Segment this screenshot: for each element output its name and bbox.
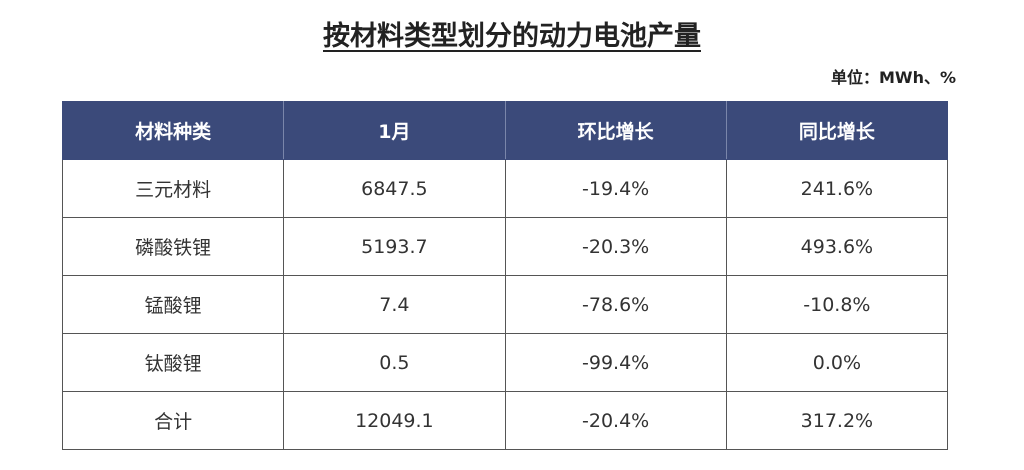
table-cell: 317.2%	[725, 391, 949, 450]
table-cell: -20.4%	[504, 391, 727, 450]
table-cell: 钛酸锂	[61, 333, 285, 392]
title-text: 按材料类型划分的动力电池产量	[323, 21, 701, 52]
table-cell: 合计	[61, 391, 285, 450]
table-header-row: 材料种类 1月 环比增长 同比增长	[61, 101, 949, 160]
table-cell: -19.4%	[504, 159, 727, 218]
table-cell: -99.4%	[504, 333, 727, 392]
table-cell: 5193.7	[283, 217, 506, 276]
table-cell: 241.6%	[725, 159, 949, 218]
table-cell: 7.4	[283, 275, 506, 334]
column-header: 环比增长	[504, 101, 727, 160]
table-row: 磷酸铁锂 5193.7 -20.3% 493.6%	[61, 217, 949, 276]
table-cell: 锰酸锂	[61, 275, 285, 334]
production-table: 材料种类 1月 环比增长 同比增长 三元材料 6847.5 -19.4% 241.6%…	[61, 101, 949, 450]
table-cell: 12049.1	[283, 391, 506, 450]
table-row: 三元材料 6847.5 -19.4% 241.6%	[61, 159, 949, 218]
table-row: 合计 12049.1 -20.4% 317.2%	[61, 391, 949, 450]
table-cell: 三元材料	[61, 159, 285, 218]
column-header: 1月	[283, 101, 506, 160]
table-row: 锰酸锂 7.4 -78.6% -10.8%	[61, 275, 949, 334]
page-title: 按材料类型划分的动力电池产量	[0, 14, 1024, 53]
table-cell: 磷酸铁锂	[61, 217, 285, 276]
table-cell: 0.5	[283, 333, 506, 392]
table-cell: 0.0%	[725, 333, 949, 392]
table-cell: -20.3%	[504, 217, 727, 276]
column-header: 材料种类	[61, 101, 285, 160]
column-header: 同比增长	[725, 101, 949, 160]
table-cell: 493.6%	[725, 217, 949, 276]
table-cell: -78.6%	[504, 275, 727, 334]
table-row: 钛酸锂 0.5 -99.4% 0.0%	[61, 333, 949, 392]
table-cell: -10.8%	[725, 275, 949, 334]
unit-label: 单位：MWh、%	[831, 68, 956, 87]
table-cell: 6847.5	[283, 159, 506, 218]
